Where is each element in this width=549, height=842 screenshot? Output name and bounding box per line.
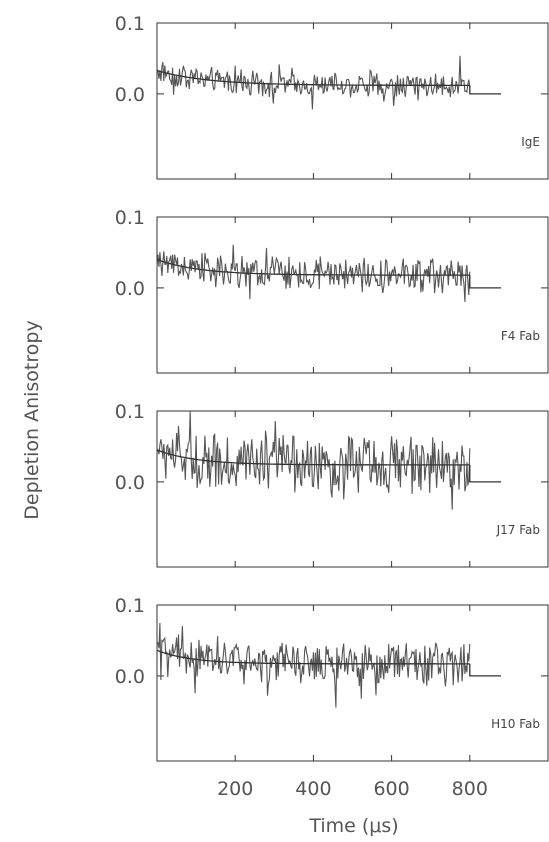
- panel-2: 0.1 0.0 F4 Fab: [115, 207, 549, 374]
- data-trace: [156, 622, 471, 708]
- y-tick-label: 0.0: [115, 472, 145, 494]
- panel-frame: [156, 604, 549, 762]
- baseline: [469, 85, 502, 95]
- x-axis-title: Time (μs): [308, 815, 398, 837]
- panel-1: 0.1 0.0 IgE: [115, 13, 549, 180]
- panel-3: 0.1 0.0 J17 Fab: [115, 401, 549, 568]
- fit-curve: [156, 69, 470, 87]
- panel-frame: [156, 22, 549, 180]
- x-tick-label: 800: [452, 778, 488, 800]
- x-tick-labels: 200 400 600 800: [217, 778, 488, 800]
- fit-curve: [156, 258, 470, 276]
- panels: 0.1 0.0 IgE 0.1 0.0 F4 Fab 0.1 0.0 J17 Fab 0.1 0.0…: [115, 13, 549, 762]
- y-tick-label: 0.0: [115, 84, 145, 106]
- panel-frame: [156, 216, 549, 374]
- baseline: [469, 464, 502, 483]
- y-tick-label: 0.1: [115, 401, 145, 423]
- x-axis: 200 400 600 800 Time (μs): [217, 778, 488, 837]
- y-axis-title: Depletion Anisotropy: [21, 320, 43, 519]
- baseline: [469, 275, 502, 289]
- fit-curve: [156, 449, 470, 466]
- y-tick-label: 0.1: [115, 207, 145, 229]
- baseline: [469, 663, 502, 677]
- x-tick-label: 200: [217, 778, 253, 800]
- y-tick-label: 0.0: [115, 278, 145, 300]
- y-tick-label: 0.1: [115, 595, 145, 617]
- panel-frame: [156, 410, 549, 568]
- y-tick-label: 0.0: [115, 666, 145, 688]
- data-trace: [156, 244, 471, 303]
- panel-label: IgE: [521, 135, 540, 149]
- panel-label: H10 Fab: [491, 717, 540, 731]
- panel-label: J17 Fab: [496, 523, 540, 537]
- panel-label: F4 Fab: [501, 329, 540, 343]
- data-trace: [156, 55, 471, 110]
- panel-4: 0.1 0.0 H10 Fab: [115, 595, 549, 762]
- y-tick-label: 0.1: [115, 13, 145, 35]
- x-tick-label: 600: [373, 778, 409, 800]
- x-tick-label: 400: [295, 778, 331, 800]
- fit-curve: [156, 649, 470, 665]
